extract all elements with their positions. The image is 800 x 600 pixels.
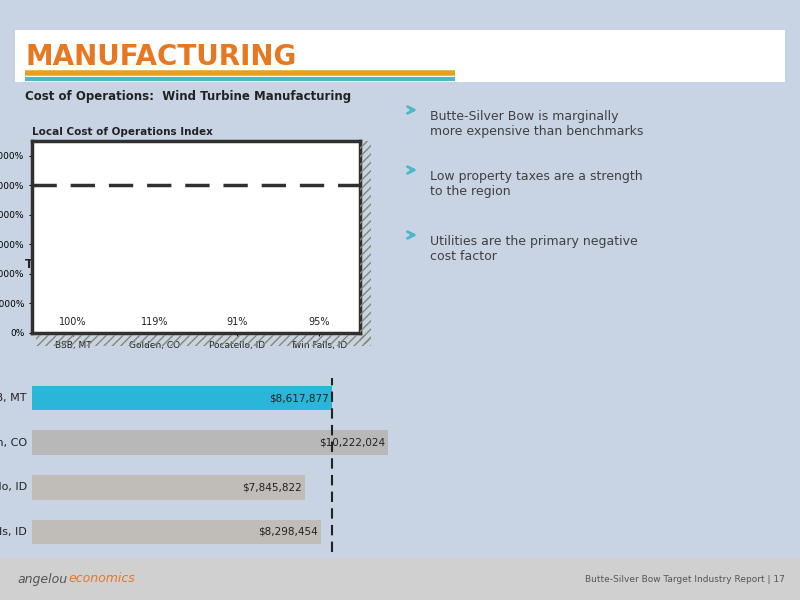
Text: Low property taxes are a strength: Low property taxes are a strength [430, 170, 642, 183]
Text: Utilities are the primary negative: Utilities are the primary negative [430, 235, 638, 248]
Text: Butte-Silver Bow Target Industry Report | 17: Butte-Silver Bow Target Industry Report … [585, 575, 785, 583]
Text: MANUFACTURING: MANUFACTURING [25, 43, 296, 71]
Text: 119%: 119% [142, 317, 169, 327]
Text: Twin Falls, ID: Twin Falls, ID [0, 527, 26, 537]
Bar [32, 430, 387, 455]
Text: angelou: angelou [18, 572, 68, 586]
Text: Butte-Silver Bow is marginally: Butte-Silver Bow is marginally [430, 110, 618, 123]
Text: BSB, MT: BSB, MT [0, 393, 26, 403]
Bar [32, 520, 321, 544]
Text: Total Annual Operating Costs: Total Annual Operating Costs [25, 258, 218, 271]
Text: economics: economics [68, 572, 134, 586]
Text: Cost of Operations:  Wind Turbine Manufacturing: Cost of Operations: Wind Turbine Manufac… [25, 90, 351, 103]
Text: Golden, CO: Golden, CO [0, 438, 26, 448]
Text: $8,617,877: $8,617,877 [270, 393, 329, 403]
Text: Pocatello, ID: Pocatello, ID [0, 482, 26, 492]
FancyBboxPatch shape [0, 558, 800, 600]
Text: $10,222,024: $10,222,024 [318, 438, 385, 448]
FancyBboxPatch shape [15, 30, 785, 555]
Text: 91%: 91% [226, 317, 248, 327]
FancyBboxPatch shape [15, 82, 785, 555]
Text: to the region: to the region [430, 185, 510, 198]
Text: 100%: 100% [59, 317, 86, 327]
Text: more expensive than benchmarks: more expensive than benchmarks [430, 125, 643, 138]
Text: 95%: 95% [308, 317, 330, 327]
Text: $8,298,454: $8,298,454 [258, 527, 318, 537]
Text: cost factor: cost factor [430, 250, 497, 263]
Bar [32, 386, 332, 410]
Bar [32, 475, 305, 500]
Text: Local Cost of Operations Index: Local Cost of Operations Index [32, 127, 213, 137]
Text: $7,845,822: $7,845,822 [242, 482, 302, 492]
